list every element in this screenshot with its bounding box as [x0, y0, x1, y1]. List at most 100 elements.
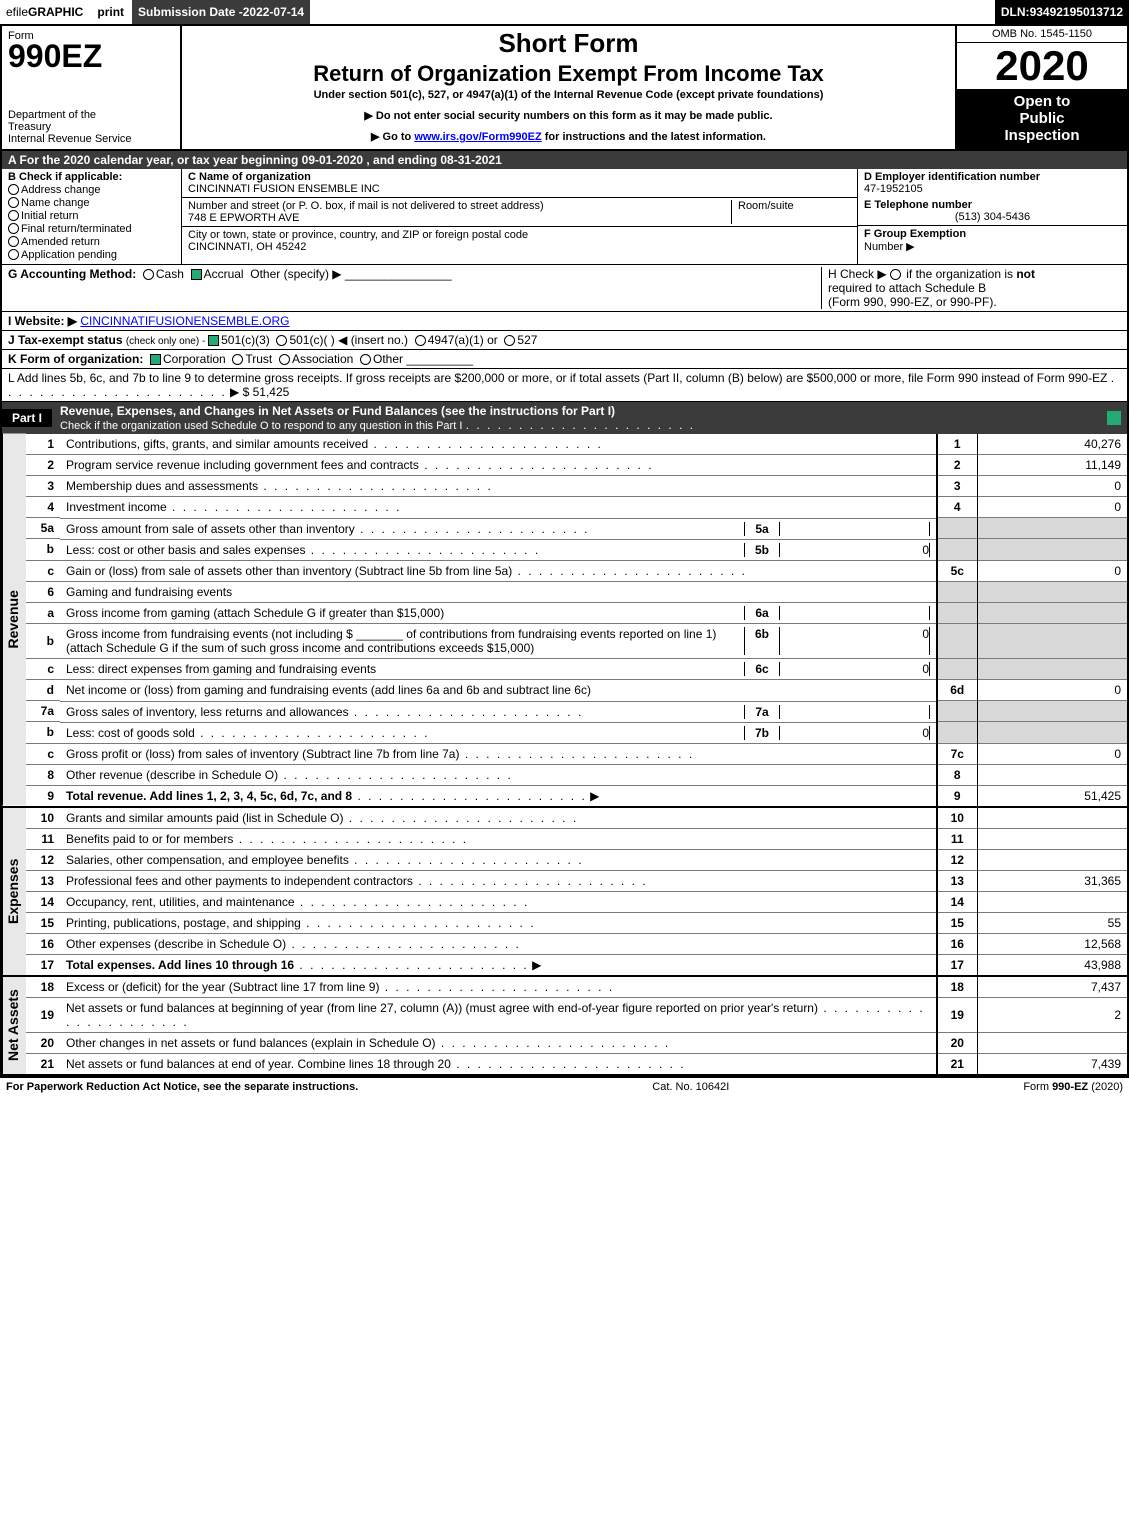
h-l2: required to attach Schedule B [828, 281, 986, 295]
e-tel: E Telephone number (513) 304-5436 [858, 197, 1127, 226]
return-title: Return of Organization Exempt From Incom… [190, 61, 947, 87]
open1: Open to [959, 93, 1125, 110]
h-post: if the organization is [906, 267, 1016, 281]
footer-left: For Paperwork Reduction Act Notice, see … [6, 1081, 358, 1093]
f-group: F Group Exemption Number ▶ [858, 226, 1127, 255]
part1-tag: Part I [2, 409, 52, 427]
row-gh: G Accounting Method: Cash Accrual Other … [2, 265, 1127, 312]
g-accrual-check[interactable] [191, 269, 202, 280]
line-9: 9Total revenue. Add lines 1, 2, 3, 4, 5c… [26, 785, 1127, 806]
h-pre: H Check ▶ [828, 267, 890, 281]
g-cash-radio[interactable] [143, 269, 154, 280]
f-group-label: F Group Exemption [864, 228, 966, 240]
line-6c: cLess: direct expenses from gaming and f… [26, 658, 1127, 680]
expenses-table: 10Grants and similar amounts paid (list … [26, 808, 1127, 975]
l-amount: 51,425 [253, 385, 290, 399]
line-13: 13Professional fees and other payments t… [26, 870, 1127, 891]
c-name: CINCINNATI FUSION ENSEMBLE INC [188, 183, 380, 195]
irs-link[interactable]: www.irs.gov/Form990EZ [414, 131, 541, 143]
form-number: 990EZ [8, 38, 174, 75]
dept: Department of the Treasury Internal Reve… [8, 109, 174, 145]
part1-sub: Check if the organization used Schedule … [60, 420, 462, 432]
efile-prefix: efile [6, 5, 28, 19]
goto-line: ▶ Go to www.irs.gov/Form990EZ for instru… [190, 130, 947, 143]
e-tel-label: E Telephone number [864, 199, 972, 211]
dept-2: Treasury [8, 121, 174, 133]
c-room-label: Room/suite [738, 200, 794, 212]
g-label: G Accounting Method: [8, 267, 136, 281]
c-city: CINCINNATI, OH 45242 [188, 241, 306, 253]
c-city-label: City or town, state or province, country… [188, 229, 528, 241]
i-label: I Website: ▶ [8, 314, 77, 328]
d-ein: D Employer identification number 47-1952… [858, 169, 1127, 197]
expenses-section: Expenses 10Grants and similar amounts pa… [2, 806, 1127, 975]
b-opt-address[interactable]: Address change [8, 184, 175, 196]
c-city-row: City or town, state or province, country… [182, 227, 857, 255]
line-5c: cGain or (loss) from sale of assets othe… [26, 560, 1127, 581]
form-frame: Form 990EZ Department of the Treasury In… [0, 24, 1129, 1076]
goto-post: for instructions and the latest informat… [545, 131, 766, 143]
print-button[interactable]: print [91, 0, 132, 24]
line-6: 6Gaming and fundraising events [26, 581, 1127, 602]
submission-label: Submission Date - [138, 5, 243, 19]
c-name-row: C Name of organization CINCINNATI FUSION… [182, 169, 857, 198]
line-5b: bLess: cost or other basis and sales exp… [26, 539, 1127, 561]
part1-title: Revenue, Expenses, and Changes in Net As… [60, 402, 1101, 434]
line-20: 20Other changes in net assets or fund ba… [26, 1032, 1127, 1053]
c-room: Room/suite [731, 200, 851, 224]
j-4947-radio[interactable] [415, 335, 426, 346]
j-527-radio[interactable] [504, 335, 515, 346]
c-addr: 748 E EPWORTH AVE [188, 212, 299, 224]
j-501c3-check[interactable] [208, 335, 219, 346]
netassets-section: Net Assets 18Excess or (deficit) for the… [2, 975, 1127, 1074]
dln: DLN: 93492195013712 [995, 0, 1129, 24]
efile-graphic: GRAPHIC [28, 5, 83, 19]
form-header: Form 990EZ Department of the Treasury In… [2, 26, 1127, 151]
line-6b: bGross income from fundraising events (n… [26, 623, 1127, 658]
k-corp-check[interactable] [150, 354, 161, 365]
block-bcdef: B Check if applicable: Address change Na… [2, 169, 1127, 265]
efile-tag: efile GRAPHIC [0, 0, 91, 24]
d-ein-value: 47-1952105 [864, 183, 923, 195]
under-section: Under section 501(c), 527, or 4947(a)(1)… [190, 89, 947, 101]
j-501c-radio[interactable] [276, 335, 287, 346]
top-bar: efile GRAPHIC print Submission Date - 20… [0, 0, 1129, 24]
header-left: Form 990EZ Department of the Treasury In… [2, 26, 182, 149]
line-5a: 5aGross amount from sale of assets other… [26, 518, 1127, 539]
page-footer: For Paperwork Reduction Act Notice, see … [0, 1076, 1129, 1096]
open3: Inspection [959, 127, 1125, 144]
line-16: 16Other expenses (describe in Schedule O… [26, 933, 1127, 954]
b-opt-amended[interactable]: Amended return [8, 236, 175, 248]
k-trust[interactable] [232, 354, 243, 365]
row-i: I Website: ▶ CINCINNATIFUSIONENSEMBLE.OR… [2, 312, 1127, 331]
line-6a: aGross income from gaming (attach Schedu… [26, 602, 1127, 623]
col-c: C Name of organization CINCINNATI FUSION… [182, 169, 857, 264]
b-opt-name[interactable]: Name change [8, 197, 175, 209]
line-2: 2Program service revenue including gover… [26, 455, 1127, 476]
h-radio[interactable] [890, 269, 901, 280]
tax-year: 2020 [957, 43, 1127, 87]
line-8: 8Other revenue (describe in Schedule O)8 [26, 764, 1127, 785]
k-other[interactable] [360, 354, 371, 365]
netassets-table: 18Excess or (deficit) for the year (Subt… [26, 977, 1127, 1074]
i-website-link[interactable]: CINCINNATIFUSIONENSEMBLE.ORG [80, 314, 289, 328]
b-opt-pending[interactable]: Application pending [8, 249, 175, 261]
l-text: L Add lines 5b, 6c, and 7b to line 9 to … [8, 371, 1107, 385]
b-opt-final[interactable]: Final return/terminated [8, 223, 175, 235]
f-group-number: Number ▶ [864, 241, 915, 253]
h-check: H Check ▶ if the organization is not req… [821, 267, 1121, 309]
k-assoc[interactable] [279, 354, 290, 365]
row-j: J Tax-exempt status (check only one) - 5… [2, 331, 1127, 350]
part1-header: Part I Revenue, Expenses, and Changes in… [2, 402, 1127, 434]
revenue-section: Revenue 1Contributions, gifts, grants, a… [2, 434, 1127, 806]
line-4: 4Investment income40 [26, 497, 1127, 518]
revenue-table: 1Contributions, gifts, grants, and simil… [26, 434, 1127, 806]
h-l3: (Form 990, 990-EZ, or 990-PF). [828, 295, 997, 309]
line-17: 17Total expenses. Add lines 10 through 1… [26, 954, 1127, 975]
col-b: B Check if applicable: Address change Na… [2, 169, 182, 264]
line-7a: 7aGross sales of inventory, less returns… [26, 701, 1127, 722]
b-opt-initial[interactable]: Initial return [8, 210, 175, 222]
header-right: OMB No. 1545-1150 2020 Open to Public In… [957, 26, 1127, 149]
line-7b: bLess: cost of goods sold7b0 [26, 722, 1127, 744]
line-12: 12Salaries, other compensation, and empl… [26, 849, 1127, 870]
